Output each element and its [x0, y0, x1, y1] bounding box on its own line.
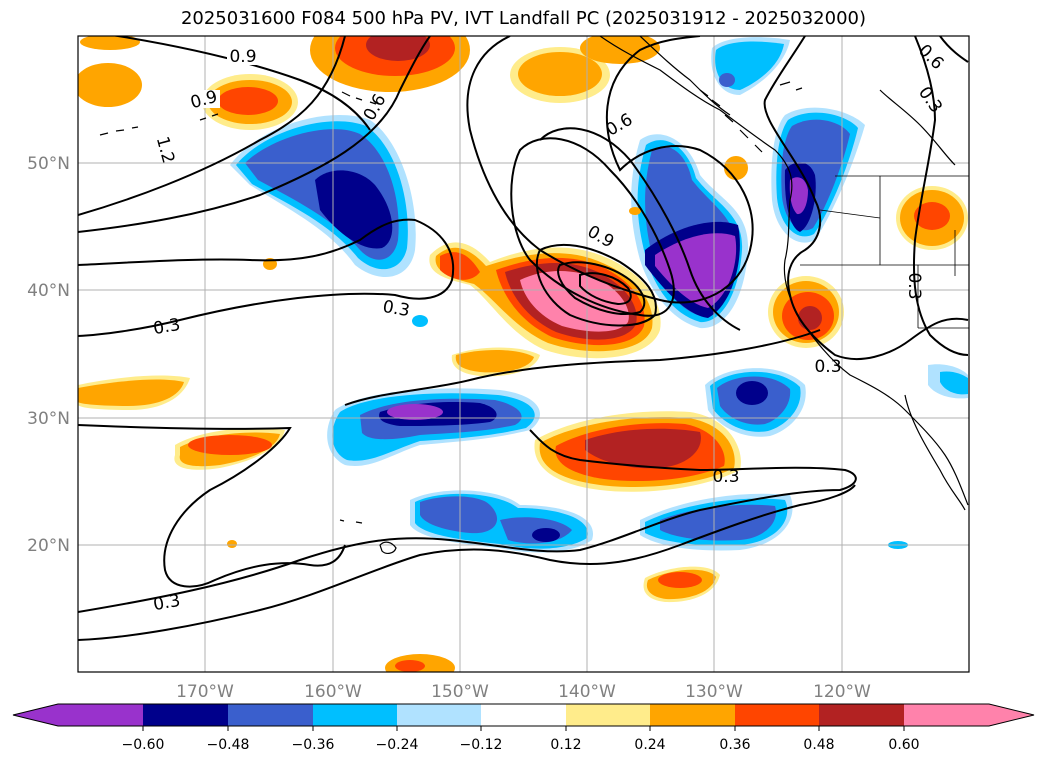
contour-label: 0.3 [381, 297, 411, 321]
contour-label: 0.3 [814, 357, 841, 377]
lon-label-140w: 140°W [558, 682, 616, 702]
lon-label-130w: 130°W [685, 682, 743, 702]
colorbar-tick-label: 0.48 [803, 737, 834, 753]
colorbar-swatch [735, 704, 819, 726]
political-borders [800, 175, 969, 329]
anomaly-top-left [78, 36, 298, 130]
lat-lon-grid [78, 36, 969, 672]
lat-label-20n: 20°N [27, 536, 70, 556]
colorbar-swatch [650, 704, 735, 726]
anomaly-tropical-blue [227, 207, 908, 553]
latitude-labels: 50°N 40°N 30°N 20°N [27, 154, 70, 556]
anomaly-subtropical-blue [327, 364, 968, 466]
anomaly-ne-pacific-low [631, 134, 749, 329]
colorbar-swatch [566, 704, 650, 726]
colorbar-tick-label: −0.60 [122, 737, 165, 753]
colorbar-tick-label: −0.48 [207, 737, 250, 753]
colorbar-tick-label: −0.24 [376, 737, 419, 753]
lon-label-120w: 120°W [813, 682, 871, 702]
anomaly-nw-blue [230, 115, 416, 277]
lat-label-40n: 40°N [27, 281, 70, 301]
colorbar-extend-high [989, 704, 1034, 726]
colorbar-tick-label: −0.12 [460, 737, 503, 753]
anomaly-mid-left-warm [78, 347, 540, 470]
longitude-labels: 170°W 160°W 150°W 140°W 130°W 120°W [176, 682, 871, 702]
colorbar-swatch [481, 704, 566, 726]
colorbar-tick-label: 0.12 [550, 737, 581, 753]
lon-label-170w: 170°W [176, 682, 234, 702]
colorbar-swatch [228, 704, 313, 726]
coastlines [99, 36, 969, 554]
map-title: 2025031600 F084 500 hPa PV, IVT Landfall… [180, 8, 867, 29]
colorbar-tick-label: 0.36 [719, 737, 750, 753]
pv-contours [78, 36, 969, 641]
map-frame [77, 35, 970, 673]
contour-label: 0.3 [152, 315, 182, 339]
lat-label-30n: 30°N [27, 409, 70, 429]
contour-label: 0.3 [712, 467, 739, 487]
anomaly-top-center [310, 36, 660, 103]
lat-label-50n: 50°N [27, 154, 70, 174]
lon-label-160w: 160°W [304, 682, 362, 702]
contour-label: 0.3 [904, 272, 924, 299]
colorbar-tick-label: −0.36 [292, 737, 335, 753]
contour-label: 0.3 [152, 591, 182, 615]
contour-label: 0.9 [229, 47, 256, 67]
colorbar-tick-label: 0.24 [634, 737, 665, 753]
colorbar-swatch [904, 704, 989, 726]
colorbar-swatch [397, 704, 481, 726]
anomaly-subtropical-warm [385, 411, 741, 672]
colorbar-swatch [313, 704, 397, 726]
colorbar: −0.60 −0.48 −0.36 −0.24 −0.12 0.12 0.24 … [12, 703, 1035, 753]
colorbar-swatch [58, 704, 143, 726]
colorbar-outline [12, 703, 1035, 727]
colorbar-swatch [819, 704, 904, 726]
lon-label-150w: 150°W [431, 682, 489, 702]
colorbar-swatch [143, 704, 228, 726]
map-plot-area: 0.9 0.9 1.2 0.6 0.6 0.6 0.9 0.3 0.3 0.3 … [78, 36, 969, 672]
colorbar-extend-low [13, 704, 58, 726]
pv-shading [78, 36, 968, 672]
colorbar-tick-label: 0.60 [888, 737, 919, 753]
